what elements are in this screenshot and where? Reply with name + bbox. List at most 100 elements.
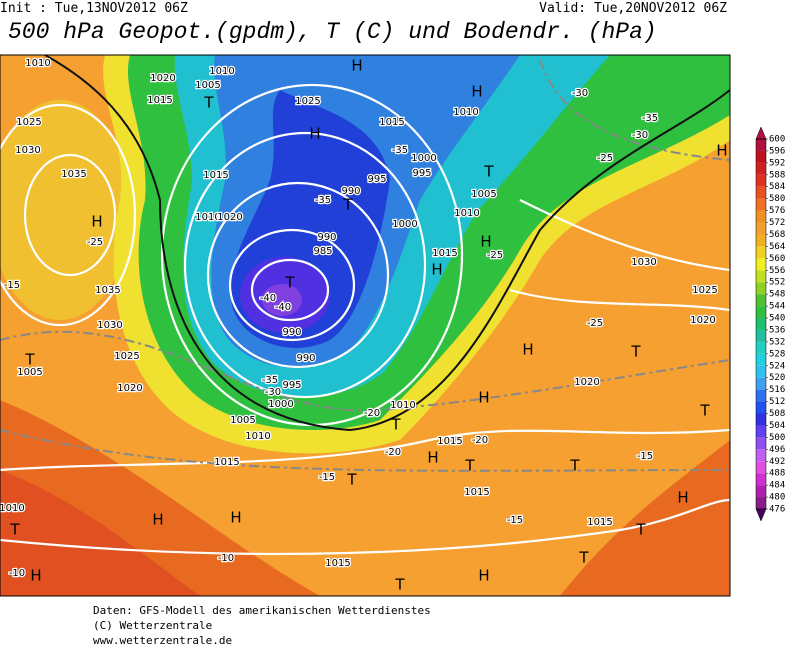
colorbar-tick-label: 584 (769, 182, 785, 192)
colorbar-tick-label: 600 (769, 135, 785, 145)
colorbar-swatch (756, 473, 766, 486)
colorbar-swatch (756, 306, 766, 319)
colorbar-swatch (756, 222, 766, 235)
pressure-center-label: H (431, 261, 442, 279)
contour-label: -25 (487, 250, 503, 261)
contour-label: 1020 (574, 377, 599, 388)
contour-label: 1030 (15, 145, 40, 156)
colorbar-swatch (756, 341, 766, 354)
contour-label: 1010 (25, 58, 50, 69)
contour-label: -15 (319, 472, 335, 483)
colorbar-swatch (756, 246, 766, 259)
colorbar-swatch (756, 174, 766, 187)
colorbar-swatch (756, 186, 766, 199)
colorbar-tick-label: 528 (769, 349, 785, 359)
contour-label: 1020 (150, 73, 175, 84)
colorbar-tick-label: 592 (769, 158, 785, 168)
contour-label: 1020 (117, 383, 142, 394)
contour-label: -40 (275, 302, 291, 313)
contour-label: 1010 (209, 66, 234, 77)
colorbar-swatch (756, 282, 766, 295)
contour-label: 1015 (379, 117, 404, 128)
colorbar-swatch (756, 377, 766, 390)
footer-url: www.wetterzentrale.de (93, 634, 232, 647)
title: 500 hPa Geopot.(gpdm), T (C) und Bodendr… (8, 19, 657, 45)
colorbar-tick-label: 572 (769, 218, 785, 228)
colorbar-swatch (756, 198, 766, 211)
contour-label: -20 (385, 447, 401, 458)
pressure-center-label: H (351, 57, 362, 75)
contour-label: 1030 (631, 257, 656, 268)
contour-label: 995 (412, 168, 431, 179)
contour-label: 1010 (195, 212, 220, 223)
pressure-center-label: T (394, 576, 405, 594)
contour-label: -35 (642, 113, 658, 124)
contour-label: 1000 (268, 399, 293, 410)
colorbar-tick-label: 576 (769, 206, 785, 216)
pressure-center-label: H (716, 142, 727, 160)
colorbar-swatch (756, 329, 766, 342)
contour-label: 1025 (692, 285, 717, 296)
pressure-center-label: T (635, 521, 646, 539)
colorbar-top-cap (755, 126, 767, 140)
colorbar-tick-label: 488 (769, 469, 785, 479)
pressure-center-label: H (478, 567, 489, 585)
contour-label: -25 (597, 153, 613, 164)
colorbar-swatch (756, 461, 766, 474)
colorbar-swatch (756, 365, 766, 378)
pressure-center-label: H (427, 449, 438, 467)
valid-time: Valid: Tue,20NOV2012 06Z (539, 1, 727, 16)
contour-label: -25 (587, 318, 603, 329)
contour-label: 1035 (61, 169, 86, 180)
contour-label: 1035 (95, 285, 120, 296)
pressure-center-label: T (24, 351, 35, 369)
colorbar-tick-label: 520 (769, 373, 785, 383)
colorbar-tick-label: 500 (769, 433, 785, 443)
contour-label: 1000 (392, 219, 417, 230)
contour-label: -35 (315, 195, 331, 206)
colorbar-swatch (756, 353, 766, 366)
colorbar-tick-label: 580 (769, 194, 785, 204)
init-time: Init : Tue,13NOV2012 06Z (0, 1, 188, 16)
contour-label: -15 (507, 515, 523, 526)
colorbar-tick-label: 504 (769, 421, 785, 431)
colorbar-swatch (756, 425, 766, 438)
colorbar-tick-label: 524 (769, 361, 785, 371)
contour-label: 1020 (690, 315, 715, 326)
contour-label: -20 (472, 435, 488, 446)
contour-label: 1005 (230, 415, 255, 426)
contour-label: 995 (282, 380, 301, 391)
colorbar-tick-label: 588 (769, 170, 785, 180)
contour-label: 1025 (295, 96, 320, 107)
colorbar-tick-label: 552 (769, 278, 785, 288)
contour-label: 1015 (147, 95, 172, 106)
pressure-center-label: T (483, 163, 494, 181)
map: 1010 1020 1015 1025 1030 1035 H 1035 1030 1025 102… (0, 55, 730, 596)
contour-label: 1010 (454, 208, 479, 219)
colorbar-tick-label: 540 (769, 314, 785, 324)
contour-label: 1030 (97, 320, 122, 331)
pressure-center-label: H (677, 489, 688, 507)
colorbar-swatch (756, 139, 766, 151)
footer-copyright: (C) Wetterzentrale (93, 619, 212, 632)
colorbar-tick-label: 548 (769, 290, 785, 300)
pressure-center-label: H (522, 341, 533, 359)
contour-label: 1025 (16, 117, 41, 128)
contour-label: 1010 (390, 400, 415, 411)
pressure-center-label: H (30, 567, 41, 585)
contour-label: -25 (87, 237, 103, 248)
pressure-center-label: T (569, 457, 580, 475)
contour-label: 1000 (411, 153, 436, 164)
pressure-center-label: T (203, 94, 214, 112)
contour-label: 995 (367, 174, 386, 185)
contour-label: -30 (265, 387, 281, 398)
colorbar-tick-label: 568 (769, 230, 785, 240)
colorbar-tick-label: 480 (769, 493, 785, 503)
colorbar-swatch (756, 258, 766, 271)
colorbar-tick-label: 596 (769, 146, 785, 156)
pressure-center-label: H (152, 511, 163, 529)
pressure-center-label: H (480, 233, 491, 251)
pressure-center-label: T (346, 471, 357, 489)
pressure-center-label: T (464, 457, 475, 475)
contour-label: -40 (260, 293, 276, 304)
